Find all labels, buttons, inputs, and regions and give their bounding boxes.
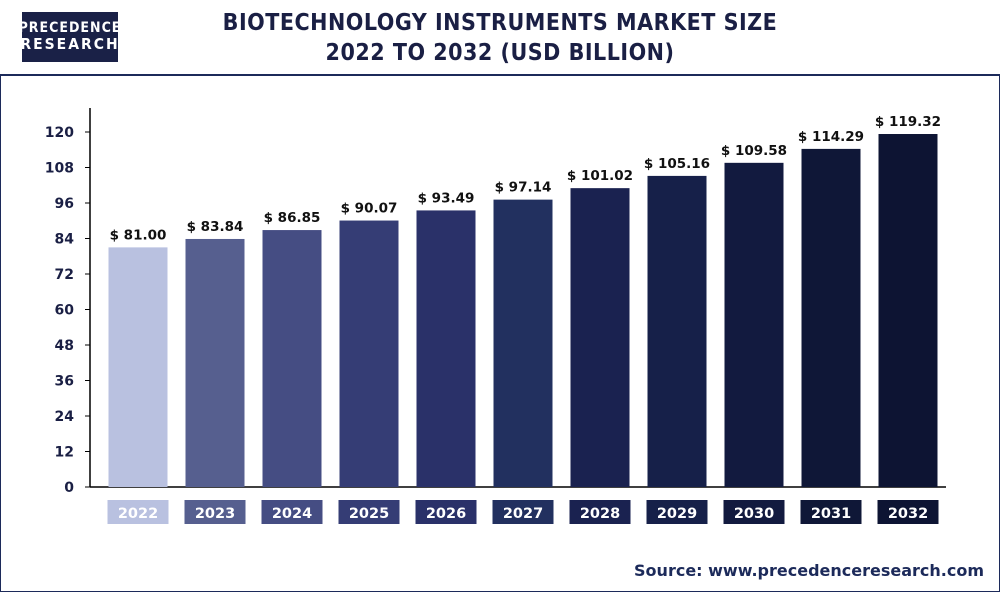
bar-value-label: $ 93.49: [418, 190, 475, 206]
category-label-box: [261, 500, 323, 524]
chart-header: PRECEDENCE RESEARCH BIOTECHNOLOGY INSTRU…: [0, 0, 1000, 76]
bar: [878, 134, 938, 488]
x-tick-label: 2024: [272, 506, 312, 522]
bar-value-label: $ 97.14: [495, 180, 552, 196]
x-tick-label: 2032: [888, 506, 928, 522]
y-tick-label: 24: [55, 409, 75, 425]
x-tick-label: 2022: [118, 506, 158, 522]
bar-value-label: $ 101.02: [567, 168, 633, 184]
category-label-box: [800, 500, 862, 524]
category-label-box: [877, 500, 939, 524]
y-tick-label: 48: [55, 338, 74, 354]
bar-value-label: $ 86.85: [264, 210, 321, 226]
y-tick-label: 120: [45, 125, 74, 141]
y-tick-label: 72: [55, 267, 74, 283]
category-label-box: [415, 500, 477, 524]
y-tick-label: 84: [55, 232, 75, 248]
source-note: Source: www.precedenceresearch.com: [634, 561, 984, 580]
logo-line-2: RESEARCH: [20, 35, 120, 54]
y-tick-label: 0: [64, 480, 74, 496]
bar-value-label: $ 83.84: [187, 219, 244, 235]
category-label-box: [184, 500, 246, 524]
logo-line-1: PRECEDENCE: [18, 20, 122, 37]
bar: [647, 175, 707, 487]
bar: [493, 199, 553, 487]
bar-value-label: $ 119.32: [875, 114, 941, 130]
y-tick-label: 12: [55, 445, 74, 461]
category-label-box: [107, 500, 169, 524]
x-tick-label: 2030: [734, 506, 774, 522]
bar: [724, 162, 784, 487]
y-tick-label: 60: [55, 303, 75, 319]
bar: [339, 220, 399, 488]
x-tick-label: 2025: [349, 506, 389, 522]
x-tick-label: 2026: [426, 506, 466, 522]
chart-title-line-1: BIOTECHNOLOGY INSTRUMENTS MARKET SIZE: [222, 10, 778, 36]
bar: [570, 188, 630, 487]
bar-value-label: $ 109.58: [721, 143, 787, 159]
bar-value-label: $ 105.16: [644, 156, 710, 172]
chart-title-line-2: 2022 TO 2032 (USD BILLION): [325, 40, 675, 66]
bar-value-label: $ 81.00: [110, 227, 167, 243]
y-tick-label: 108: [45, 161, 74, 177]
bar: [801, 148, 861, 487]
x-tick-label: 2031: [811, 506, 851, 522]
category-label-box: [492, 500, 554, 524]
precedence-research-logo: PRECEDENCE RESEARCH: [19, 12, 120, 62]
category-label-box: [646, 500, 708, 524]
category-label-box: [569, 500, 631, 524]
bar-value-label: $ 90.07: [341, 201, 398, 217]
x-tick-label: 2029: [657, 506, 697, 522]
chart-title: BIOTECHNOLOGY INSTRUMENTS MARKET SIZE 20…: [150, 8, 850, 68]
bar: [108, 247, 168, 487]
bar: [185, 238, 245, 487]
bar-value-label: $ 114.29: [798, 129, 864, 145]
y-tick-label: 96: [55, 196, 74, 212]
x-tick-label: 2023: [195, 506, 235, 522]
category-label-box: [723, 500, 785, 524]
y-tick-label: 36: [55, 374, 74, 390]
bar: [416, 210, 476, 487]
x-tick-label: 2028: [580, 506, 620, 522]
x-tick-label: 2027: [503, 506, 543, 522]
bar: [262, 230, 322, 487]
category-label-box: [338, 500, 400, 524]
